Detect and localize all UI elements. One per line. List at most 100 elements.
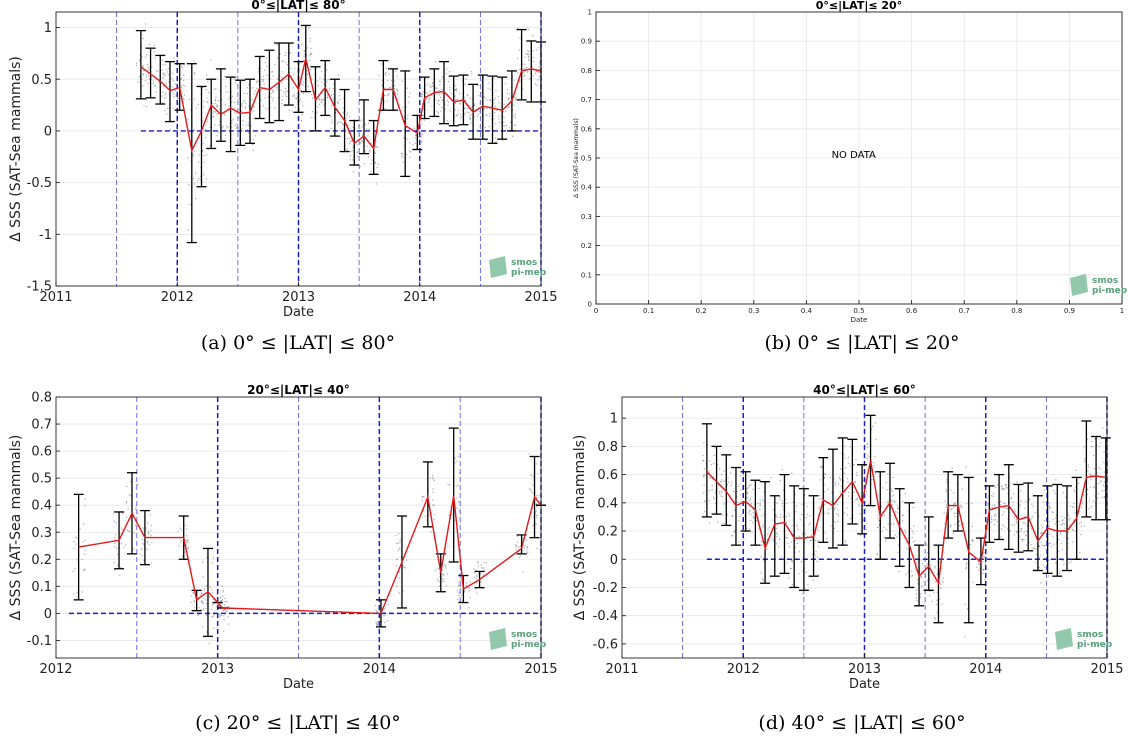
chart-a-scatter-point (409, 151, 412, 153)
chart-a-scatter-point (523, 72, 525, 74)
chart-d-scatter-point (786, 516, 788, 518)
chart-d-scatter-point (830, 501, 832, 503)
chart-a-scatter-point (521, 71, 523, 74)
chart-c-scatter-point (128, 530, 130, 532)
chart-d-scatter-point (1035, 553, 1037, 555)
chart-d-scatter-point (708, 470, 710, 472)
chart-a-scatter-point (441, 107, 443, 109)
chart-a-scatter-point (534, 72, 537, 74)
chart-c-scatter-point (114, 569, 116, 571)
chart-a-scatter-point (218, 131, 220, 133)
chart-a-scatter-point (181, 96, 183, 98)
chart-d-logo-text: smos (1077, 630, 1103, 640)
chart-d-scatter-point (839, 468, 841, 470)
chart-d-scatter-point (1039, 545, 1041, 547)
chart-d-scatter-point (766, 548, 768, 550)
chart-d-scatter-point (787, 513, 790, 515)
chart-d-scatter-point (1057, 539, 1060, 541)
chart-a-scatter-point (449, 89, 451, 91)
chart-a-mean-line (140, 58, 542, 153)
chart-c-scatter-point (187, 547, 190, 549)
chart-a-scatter-point (486, 99, 489, 101)
chart-c-scatter-point (186, 540, 188, 542)
chart-c-scatter-point (532, 524, 534, 527)
chart-d-scatter-point (759, 480, 761, 482)
chart-d-scatter-point (1067, 538, 1069, 540)
chart-a-scatter-point (303, 59, 305, 61)
chart-a-scatter-point (192, 177, 195, 180)
chart-d-scatter-point (982, 572, 984, 574)
chart-d-scatter-point (834, 482, 836, 484)
chart-c-ytick-label: 0.3 (31, 526, 52, 541)
chart-a-scatter-point (207, 102, 209, 104)
chart-a-scatter-point (425, 84, 427, 86)
chart-a-scatter-point (335, 109, 337, 111)
chart-d-scatter-point (736, 495, 738, 497)
chart-a-scatter-point (342, 111, 344, 113)
chart-a-scatter-point (422, 108, 424, 110)
chart-a-scatter-point (136, 64, 138, 66)
chart-c-scatter-point (210, 609, 212, 611)
chart-a-scatter-point (384, 94, 386, 96)
chart-c-scatter-point (201, 601, 203, 603)
chart-d-scatter-point (788, 577, 790, 579)
chart-d-scatter-point (1038, 515, 1040, 517)
chart-c-scatter-point (206, 631, 208, 633)
chart-a-scatter-point (235, 76, 237, 78)
chart-c-scatter-point (212, 557, 214, 559)
chart-d-scatter-point (1097, 493, 1100, 495)
chart-a-scatter-point (162, 91, 164, 93)
chart-a-scatter-point (325, 85, 327, 87)
chart-c-scatter-point (126, 516, 128, 518)
chart-c-scatter-point (209, 586, 211, 588)
chart-d-scatter-point (1046, 539, 1048, 541)
chart-d-scatter-point (804, 538, 806, 540)
chart-a-scatter-point (281, 60, 283, 62)
chart-a-scatter-point (342, 123, 344, 125)
chart-d-scatter-point (1050, 545, 1052, 547)
chart-a-scatter-point (435, 99, 437, 101)
chart-d-scatter-point (791, 472, 793, 474)
chart-a-scatter-point (321, 81, 323, 83)
chart-d-scatter-point (1015, 530, 1017, 533)
chart-d-ytick-label: 1 (610, 412, 618, 427)
chart-d-scatter-point (1087, 464, 1090, 466)
chart-d-scatter-point (809, 515, 811, 517)
chart-d-scatter-point (900, 532, 902, 534)
chart-d-scatter-point (1049, 521, 1051, 523)
chart-d-scatter-point (1083, 494, 1085, 496)
chart-d-scatter-point (881, 511, 883, 513)
chart-d-scatter-point (1092, 455, 1095, 457)
chart-d-ytick-label: -0.4 (593, 609, 618, 624)
chart-a-scatter-point (142, 37, 144, 40)
chart-d-scatter-point (917, 579, 919, 581)
chart-a-scatter-point (349, 159, 351, 161)
chart-b-xtick-label: 0.9 (1064, 307, 1075, 315)
chart-a-scatter-point (342, 124, 344, 126)
chart-a-scatter-point (203, 106, 205, 108)
chart-a-scatter-point (310, 52, 312, 54)
chart-d-scatter-point (1060, 532, 1062, 534)
chart-d-scatter-point (811, 539, 813, 541)
chart-d-scatter-point (737, 501, 739, 503)
chart-d-scatter-point (994, 505, 996, 507)
chart-d-scatter-point (1069, 562, 1071, 564)
chart-d-scatter-point (1038, 557, 1040, 559)
chart-a-scatter-point (528, 59, 530, 61)
chart-d-scatter-point (964, 603, 966, 605)
chart-a-scatter-point (374, 161, 376, 163)
chart-d-scatter-point (994, 523, 996, 525)
chart-a-scatter-point (227, 126, 229, 128)
chart-c-scatter-point (524, 547, 526, 549)
chart-c-scatter-point (219, 597, 221, 599)
chart-d-scatter-point (847, 456, 850, 458)
chart-a-scatter-point (429, 98, 431, 100)
chart-c-scatter-point (483, 562, 485, 564)
chart-a-scatter-point (352, 171, 355, 173)
chart-a-scatter-point (201, 120, 203, 122)
chart-a-scatter-point (363, 163, 365, 165)
chart-a-scatter-point (234, 112, 236, 114)
chart-d-scatter-point (991, 507, 993, 509)
chart-d-scatter-point (833, 527, 835, 529)
chart-d-scatter-point (750, 519, 752, 522)
